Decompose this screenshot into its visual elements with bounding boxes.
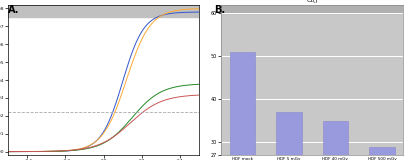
Bar bbox=[8, 5, 199, 17]
Bar bbox=[276, 112, 302, 155]
Title: Ct(): Ct() bbox=[306, 0, 318, 3]
Bar bbox=[230, 52, 255, 155]
Text: A.: A. bbox=[8, 5, 20, 15]
Bar bbox=[323, 121, 348, 155]
Text: B.: B. bbox=[214, 5, 225, 15]
Bar bbox=[221, 5, 403, 13]
Bar bbox=[369, 147, 395, 155]
